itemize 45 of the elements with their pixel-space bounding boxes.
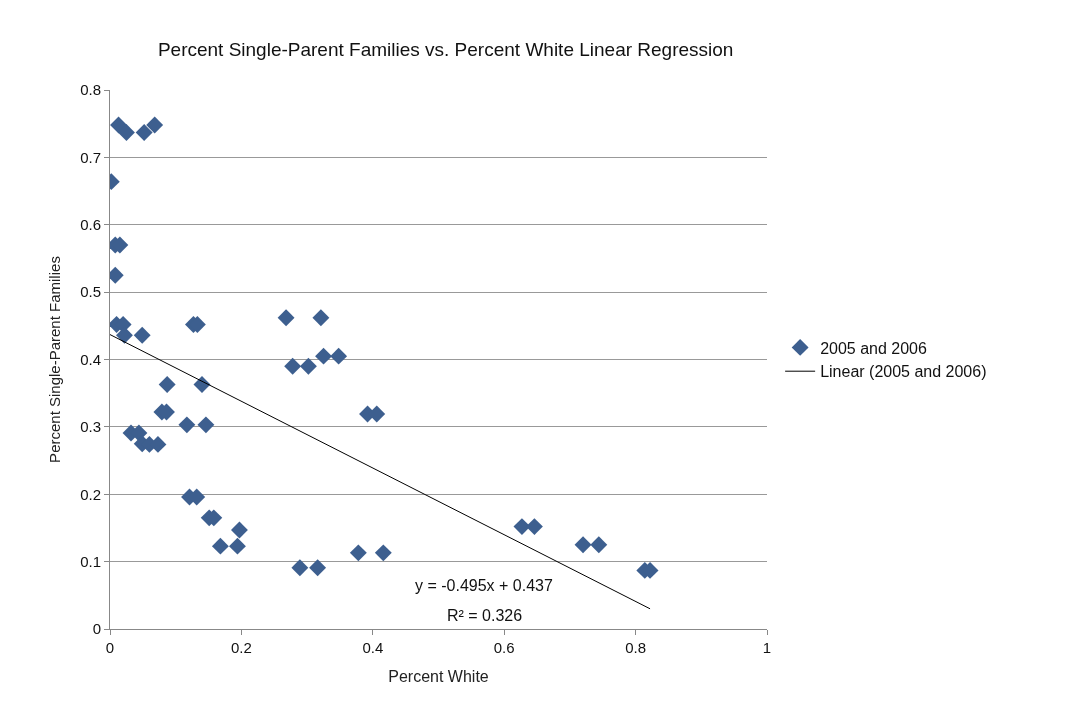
y-axis-title: Percent Single-Parent Families	[46, 256, 64, 463]
y-tick-label: 0.4	[80, 350, 101, 368]
point	[330, 347, 348, 365]
point	[135, 124, 153, 141]
point	[315, 347, 332, 365]
point	[513, 518, 531, 536]
point	[349, 544, 367, 562]
y-tick-label: 0.1	[80, 552, 101, 570]
point	[197, 416, 215, 434]
point	[277, 309, 295, 327]
point	[312, 309, 330, 327]
y-tick-label: 0.8	[80, 81, 101, 99]
point	[146, 116, 164, 134]
x-tick-label: 0.4	[362, 639, 384, 656]
chart-title: Percent Single-Parent Families vs. Percent White Linear Regression	[157, 38, 734, 60]
legend-label: 2005 and 2006	[820, 339, 928, 357]
annotation: y = -0.495x + 0.437	[415, 577, 553, 594]
point	[590, 536, 608, 554]
point	[211, 537, 229, 555]
y-tick-label: 0.6	[80, 216, 101, 233]
x-tick-label: 0.8	[625, 639, 647, 656]
legend-label: Linear (2005 and 2006)	[820, 363, 987, 381]
y-tick-label: 0.5	[80, 283, 101, 301]
point	[158, 375, 176, 393]
point	[178, 416, 196, 434]
point	[284, 357, 302, 375]
x-tick-label: 1	[762, 639, 772, 656]
x-axis-title: Percent White	[388, 667, 489, 685]
y-tick-label: 0.2	[80, 485, 101, 503]
point	[117, 124, 135, 141]
y-tick-label: 0	[92, 620, 101, 638]
point	[291, 559, 309, 577]
point	[574, 536, 592, 554]
point	[230, 521, 248, 539]
y-tick-label: 0.3	[80, 418, 101, 436]
x-tick-label: 0.2	[230, 639, 252, 656]
point	[309, 559, 327, 577]
y-tick-label: 0.7	[80, 148, 101, 166]
point	[299, 357, 317, 375]
x-tick-label: 0	[105, 639, 115, 656]
point	[133, 326, 151, 344]
annotation: R² = 0.326	[447, 607, 523, 624]
point	[374, 544, 392, 562]
point	[229, 537, 246, 555]
x-tick-label: 0.6	[493, 639, 515, 656]
